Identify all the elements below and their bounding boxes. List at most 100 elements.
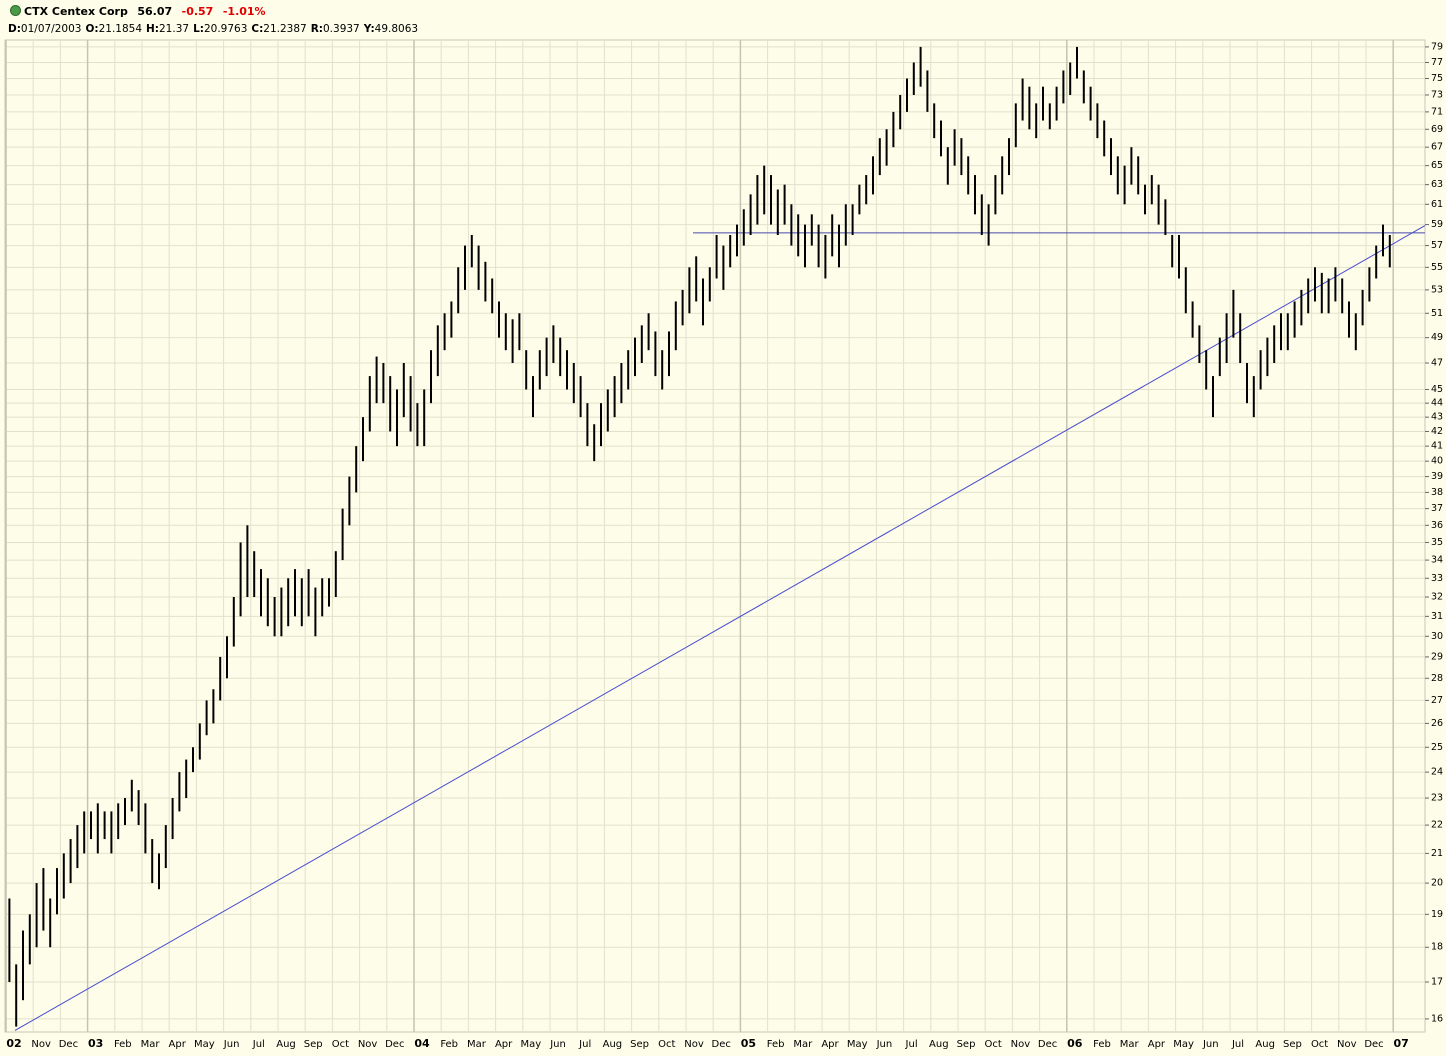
- field-value: 01/07/2003: [20, 23, 82, 35]
- field-value: 21.2387: [263, 23, 307, 35]
- price-bar: [1164, 199, 1167, 235]
- y-tick-label: 51: [1431, 308, 1443, 319]
- price-bar: [266, 578, 269, 627]
- price-bar: [1014, 103, 1017, 148]
- price-bar: [321, 578, 324, 617]
- x-tick-label: Nov: [358, 1039, 378, 1050]
- field-key: O:: [85, 23, 99, 35]
- price-bar: [518, 313, 521, 351]
- price-bar: [185, 759, 188, 799]
- price-bar: [110, 811, 113, 854]
- price-bar: [1103, 120, 1106, 157]
- price-bar: [1076, 46, 1078, 79]
- price-bar: [1008, 138, 1010, 176]
- price-bar: [430, 350, 432, 404]
- x-tick-label: Jun: [549, 1039, 566, 1050]
- price-bar: [307, 569, 310, 617]
- price-bar: [525, 350, 528, 390]
- y-tick-label: 33: [1431, 573, 1443, 584]
- y-tick-label: 77: [1431, 57, 1443, 68]
- price-bar: [1354, 313, 1357, 351]
- y-tick-label: 73: [1431, 89, 1443, 100]
- price-bar: [1178, 234, 1180, 279]
- price-bar: [382, 363, 385, 404]
- status-icon: [10, 5, 21, 16]
- price-bar: [1171, 234, 1174, 268]
- y-tick-label: 67: [1431, 142, 1443, 153]
- price-bar: [1280, 313, 1282, 351]
- price-bar: [1293, 301, 1296, 338]
- x-tick-label: 02: [6, 1037, 21, 1050]
- x-tick-label: Nov: [1011, 1039, 1031, 1050]
- y-tick-label: 19: [1431, 909, 1443, 920]
- field-key: L:: [193, 23, 204, 35]
- y-tick-label: 45: [1431, 384, 1443, 395]
- price-bar: [634, 337, 636, 377]
- x-tick-label: Aug: [603, 1039, 623, 1050]
- price-bar: [838, 224, 840, 268]
- price-bar: [416, 403, 419, 447]
- y-tick-label: 29: [1431, 651, 1443, 662]
- x-tick-label: Dec: [1038, 1039, 1057, 1050]
- price-bar: [702, 278, 704, 326]
- field-value: 0.3937: [323, 23, 360, 35]
- price-bar: [763, 165, 766, 215]
- y-tick-label: 16: [1431, 1013, 1443, 1024]
- price-bar: [96, 803, 99, 854]
- x-tick-label: Apr: [821, 1039, 839, 1050]
- price-bar: [933, 103, 936, 139]
- price-bar: [776, 189, 779, 235]
- change: -0.57: [181, 5, 214, 18]
- price-bar: [294, 569, 296, 617]
- trendline: [14, 225, 1426, 1031]
- x-tick-label: Sep: [957, 1039, 976, 1050]
- price-bar: [1001, 156, 1004, 195]
- price-bar: [1035, 103, 1038, 139]
- price-bar: [273, 596, 276, 637]
- y-tick-label: 30: [1431, 631, 1443, 642]
- price-bar: [22, 930, 24, 1001]
- price-bar: [742, 209, 745, 246]
- price-bar: [443, 313, 446, 351]
- price-bar: [498, 301, 500, 338]
- x-tick-label: Nov: [1337, 1039, 1357, 1050]
- price-bar: [912, 62, 915, 95]
- price-bar: [76, 825, 79, 869]
- price-bar: [681, 289, 684, 326]
- price-bar: [396, 389, 398, 447]
- price-bar: [1361, 289, 1364, 326]
- x-tick-label: Sep: [304, 1039, 323, 1050]
- price-bar: [572, 363, 575, 404]
- price-bar: [729, 234, 732, 268]
- price-bar: [1191, 301, 1194, 338]
- price-bar: [974, 175, 976, 215]
- price-bar: [810, 214, 813, 246]
- price-bar: [124, 798, 126, 826]
- price-bar: [137, 790, 140, 826]
- y-tick-label: 21: [1431, 848, 1443, 859]
- change-pct: -1.01%: [222, 5, 266, 18]
- y-tick-label: 43: [1431, 412, 1443, 423]
- price-bar: [783, 184, 786, 225]
- price-bar: [362, 417, 364, 462]
- price-bar: [906, 78, 908, 112]
- price-bar: [1130, 147, 1133, 185]
- price-bar: [477, 245, 480, 290]
- price-bar: [1375, 245, 1378, 279]
- price-bar: [62, 853, 65, 899]
- price-bar: [1368, 267, 1371, 302]
- x-tick-label: Aug: [1255, 1039, 1275, 1050]
- x-tick-label: Feb: [767, 1039, 785, 1050]
- y-tick-label: 57: [1431, 240, 1443, 251]
- symbol: CTX Centex Corp: [24, 5, 128, 18]
- price-bar: [83, 811, 86, 854]
- y-tick-label: 38: [1431, 487, 1443, 498]
- price-bar: [722, 245, 725, 290]
- x-tick-label: 07: [1394, 1037, 1409, 1050]
- price-bar: [946, 147, 949, 185]
- y-tick-label: 59: [1431, 219, 1443, 230]
- x-tick-label: Dec: [59, 1039, 78, 1050]
- x-tick-label: Apr: [169, 1039, 187, 1050]
- price-bar: [1300, 289, 1303, 326]
- price-bar: [348, 476, 351, 526]
